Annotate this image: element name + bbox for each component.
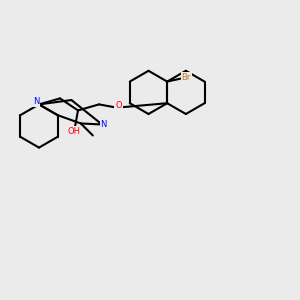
Text: OH: OH xyxy=(67,127,80,136)
Text: N: N xyxy=(33,97,39,106)
Text: O: O xyxy=(115,101,122,110)
Text: N: N xyxy=(100,120,107,129)
Text: Br: Br xyxy=(182,73,191,82)
